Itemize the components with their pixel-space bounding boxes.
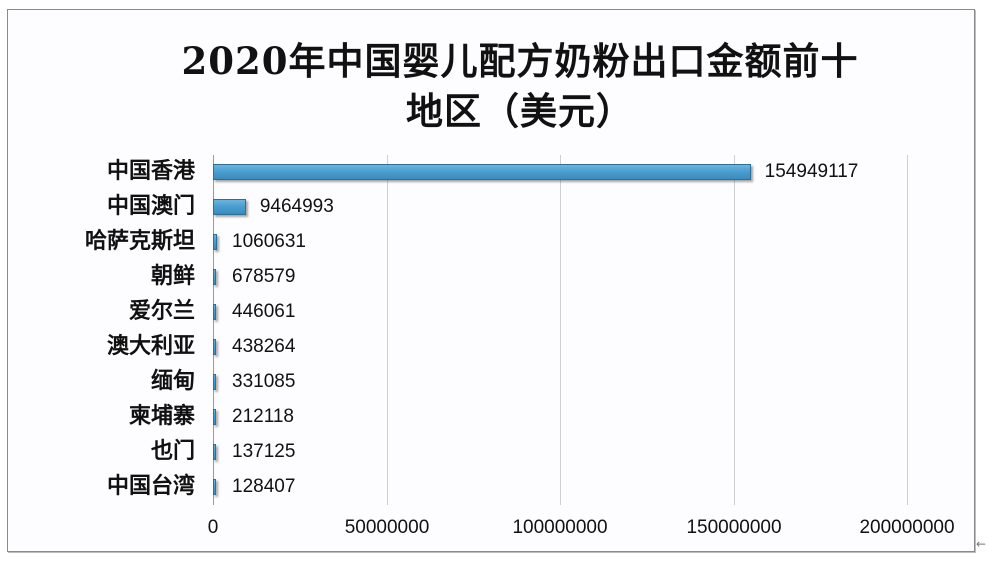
chart-title-line-1: 2020年中国婴儿配方奶粉出口金额前十 bbox=[181, 39, 859, 83]
category-label: 缅甸 bbox=[150, 369, 195, 394]
category-label: 柬埔寨 bbox=[128, 404, 195, 429]
x-tick-label: 50000000 bbox=[344, 517, 430, 538]
bar bbox=[213, 339, 216, 355]
bar bbox=[213, 269, 216, 285]
gridline bbox=[734, 155, 735, 505]
gridline bbox=[560, 155, 561, 505]
gridline bbox=[907, 155, 908, 505]
x-tick-label: 150000000 bbox=[686, 517, 782, 538]
x-tick-label: 0 bbox=[207, 517, 219, 538]
category-label: 也门 bbox=[150, 439, 195, 464]
bar bbox=[213, 304, 216, 320]
category-label: 爱尔兰 bbox=[128, 299, 195, 324]
value-label: 331085 bbox=[232, 371, 296, 392]
value-label: 212118 bbox=[232, 406, 294, 427]
y-axis-line bbox=[213, 155, 214, 505]
value-label: 128407 bbox=[232, 476, 296, 497]
value-label: 446061 bbox=[232, 301, 296, 322]
value-label: 1060631 bbox=[232, 231, 306, 252]
x-tick-label: 200000000 bbox=[859, 517, 955, 538]
category-label: 哈萨克斯坦 bbox=[84, 229, 195, 254]
bar bbox=[213, 409, 216, 425]
value-label: 9464993 bbox=[259, 196, 334, 217]
category-label: 中国台湾 bbox=[106, 474, 195, 499]
bar bbox=[213, 479, 216, 495]
chart-title: 2020年中国婴儿配方奶粉出口金额前十 地区（美元） bbox=[100, 36, 940, 136]
value-label: 438264 bbox=[232, 336, 296, 357]
x-tick-label: 100000000 bbox=[512, 517, 608, 538]
bar bbox=[213, 164, 751, 180]
category-label: 朝鲜 bbox=[150, 264, 195, 289]
value-label: 678579 bbox=[232, 266, 296, 287]
bar bbox=[213, 374, 216, 390]
category-label: 中国澳门 bbox=[106, 194, 195, 219]
value-label: 137125 bbox=[232, 441, 296, 462]
resize-arrow-icon: ← bbox=[976, 537, 987, 551]
bar bbox=[213, 444, 216, 460]
gridline bbox=[387, 155, 388, 505]
bar bbox=[213, 199, 246, 215]
category-label: 中国香港 bbox=[106, 159, 195, 184]
chart-title-line-2: 地区（美元） bbox=[406, 89, 634, 133]
chart-frame bbox=[7, 9, 975, 552]
value-label: 154949117 bbox=[764, 161, 859, 182]
category-label: 澳大利亚 bbox=[106, 334, 195, 359]
bar bbox=[213, 234, 217, 250]
